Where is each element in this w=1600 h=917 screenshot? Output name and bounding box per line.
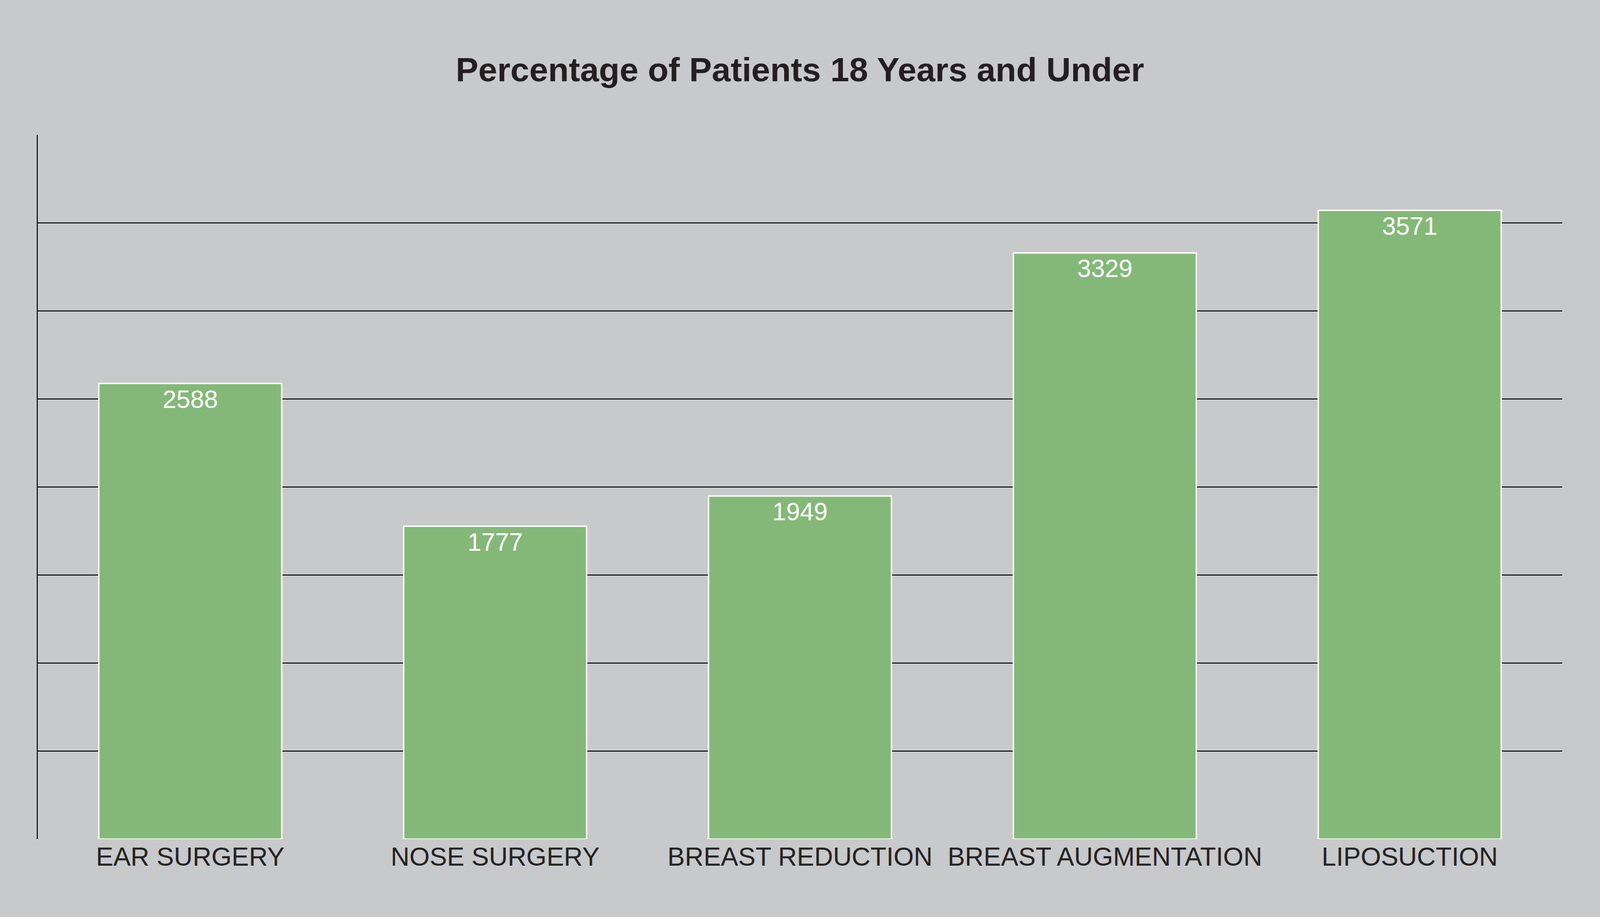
svg-text:LIPOSUCTION: LIPOSUCTION — [1321, 842, 1498, 872]
svg-text:BREAST REDUCTION: BREAST REDUCTION — [667, 842, 933, 872]
svg-text:NOSE SURGERY: NOSE SURGERY — [390, 842, 600, 872]
svg-text:BREAST AUGMENTATION: BREAST AUGMENTATION — [947, 842, 1262, 872]
svg-text:1949: 1949 — [772, 497, 828, 526]
svg-text:3571: 3571 — [1382, 212, 1438, 240]
svg-text:3329: 3329 — [1077, 254, 1133, 283]
svg-text:Percentage of Patients 18 Year: Percentage of Patients 18 Years and Unde… — [455, 50, 1144, 89]
svg-text:EAR SURGERY: EAR SURGERY — [95, 842, 285, 872]
svg-text:1777: 1777 — [467, 528, 523, 557]
svg-text:2588: 2588 — [162, 385, 218, 414]
